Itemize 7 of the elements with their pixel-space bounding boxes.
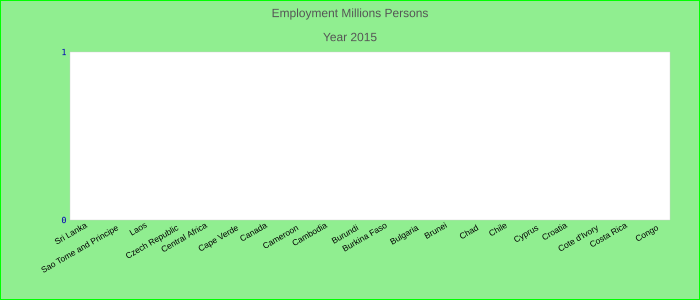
chart-subtitle: Year 2015 (323, 32, 377, 42)
chart-title: Employment Millions Persons (272, 8, 428, 20)
y-tick-label: 0 (62, 216, 66, 224)
x-tick-label: Laos (129, 223, 147, 236)
y-tick-label: 1 (62, 48, 66, 56)
x-tick-label: Chile (489, 224, 507, 236)
x-tick-label: Chad (460, 224, 479, 238)
